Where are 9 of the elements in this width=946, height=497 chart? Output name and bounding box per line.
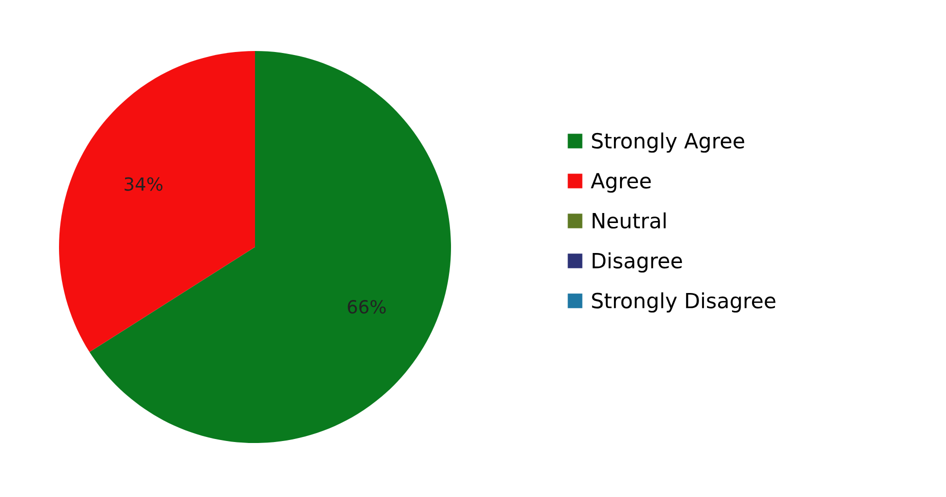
legend-label: Agree	[590, 173, 651, 193]
pie-slice	[59, 51, 255, 352]
legend-label: Strongly Disagree	[592, 292, 776, 312]
data-label: 34%	[124, 177, 162, 191]
data-label: 66%	[348, 300, 386, 314]
legend-label: Neutral	[592, 212, 666, 229]
legend-label: Strongly Agree	[592, 132, 744, 153]
pie-slice	[90, 51, 451, 443]
legend-label: Disagree	[592, 252, 682, 273]
